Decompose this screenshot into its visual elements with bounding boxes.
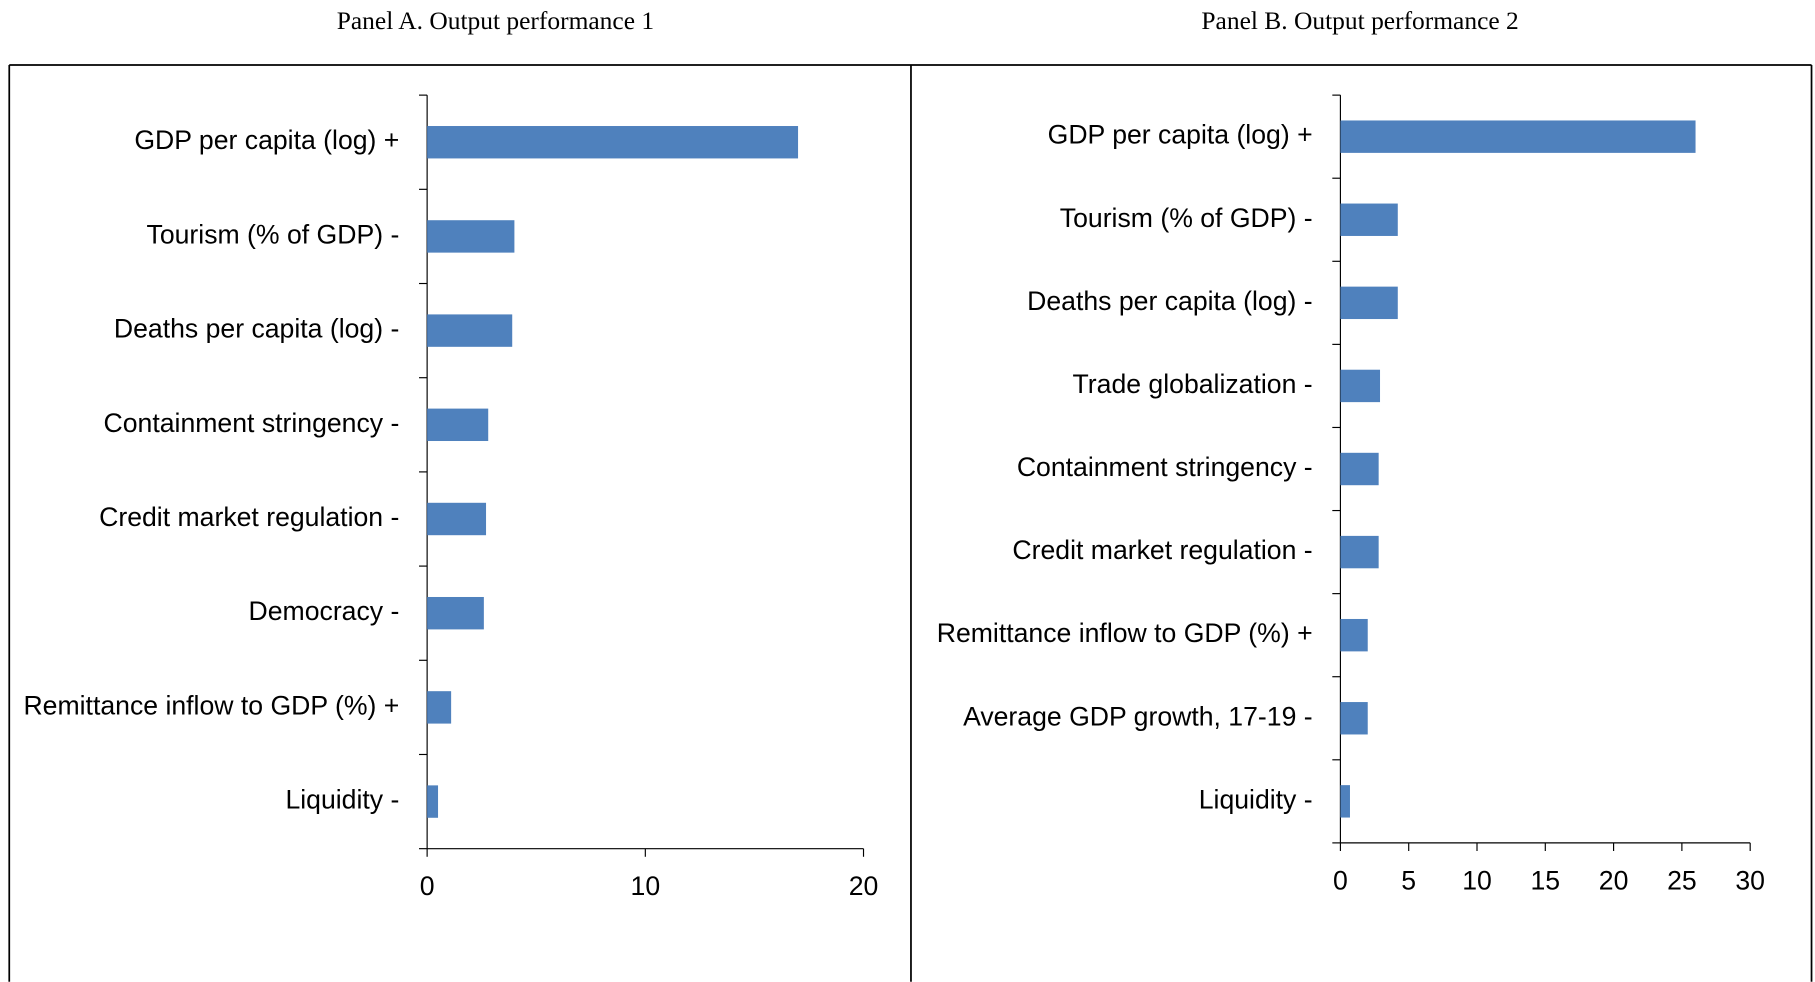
x-tick-label: 10	[631, 871, 661, 901]
x-tick-label: 15	[1530, 865, 1560, 895]
x-tick-label: 5	[1401, 865, 1416, 895]
x-tick-label: 25	[1667, 865, 1697, 895]
category-label: GDP per capita (log) +	[134, 125, 399, 155]
bar	[427, 785, 439, 818]
category-label: Containment stringency -	[104, 408, 400, 438]
x-tick-label: 0	[420, 871, 435, 901]
bar	[1340, 120, 1696, 153]
category-label: GDP per capita (log) +	[1048, 120, 1313, 150]
panel-title: Panel A. Output performance 1	[337, 6, 654, 35]
bar	[1340, 618, 1368, 652]
x-tick-label: 0	[1333, 865, 1348, 895]
category-label: Trade globalization -	[1073, 369, 1313, 399]
category-label: Democracy -	[249, 596, 400, 626]
category-label: Containment stringency -	[1017, 452, 1313, 482]
category-label: Credit market regulation -	[1012, 535, 1312, 565]
bar	[427, 220, 515, 253]
bar	[427, 502, 487, 536]
bar	[427, 126, 799, 159]
bar	[427, 596, 484, 630]
category-label: Liquidity -	[285, 785, 399, 815]
x-tick-label: 20	[1599, 865, 1629, 895]
bar	[1340, 369, 1381, 403]
bar	[427, 691, 452, 724]
bar	[1340, 785, 1350, 818]
category-label: Tourism (% of GDP) -	[147, 219, 400, 249]
bar	[1340, 286, 1398, 320]
category-label: Liquidity -	[1199, 784, 1313, 814]
bar	[1340, 452, 1379, 486]
bar	[1340, 702, 1368, 735]
category-label: Deaths per capita (log) -	[1027, 286, 1312, 316]
bar	[1340, 203, 1398, 236]
category-label: Remittance inflow to GDP (%) +	[937, 618, 1313, 648]
category-label: Remittance inflow to GDP (%) +	[23, 690, 399, 720]
bar	[427, 314, 513, 347]
category-label: Tourism (% of GDP) -	[1060, 203, 1313, 233]
category-label: Deaths per capita (log) -	[114, 314, 399, 344]
category-label: Average GDP growth, 17-19 -	[963, 701, 1313, 731]
x-tick-label: 30	[1735, 865, 1765, 895]
panel-title: Panel B. Output performance 2	[1201, 6, 1518, 35]
category-label: Credit market regulation -	[99, 502, 399, 532]
bar	[427, 408, 489, 442]
x-tick-label: 20	[849, 871, 879, 901]
bar	[1340, 535, 1379, 569]
x-tick-label: 10	[1462, 865, 1492, 895]
